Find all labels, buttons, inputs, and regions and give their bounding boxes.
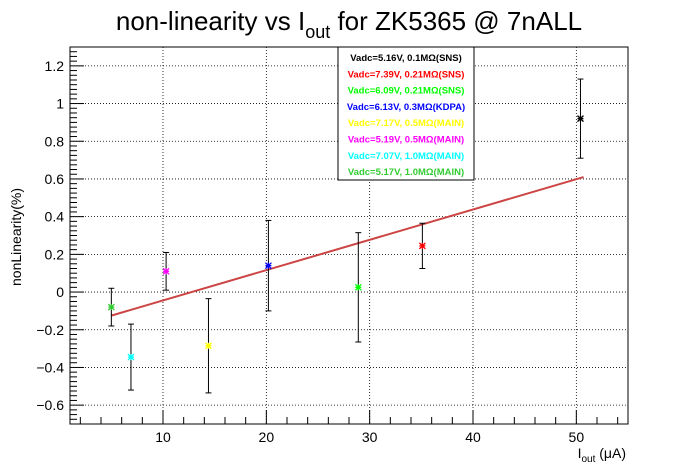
x-tick-label: 50: [569, 429, 585, 445]
legend-entry: Vadc=7.39V, 0.21MΩ(SNS): [348, 69, 465, 80]
x-tick-label: 20: [259, 429, 275, 445]
data-point: [354, 283, 362, 291]
data-point: [107, 303, 115, 311]
legend-entry: Vadc=5.17V, 1.0MΩ(MAIN): [348, 167, 464, 178]
data-point: [205, 342, 212, 350]
x-axis-title: Iout (μA): [578, 445, 626, 465]
tick-labels: 10 20 30 40 50 −0.6 −0.4 −0.2 0 0.2 0.4 0.6 0.8 1 1.2: [36, 58, 584, 445]
legend-entry: Vadc=7.07V, 1.0MΩ(MAIN): [348, 151, 464, 162]
linear-fit-line: [111, 176, 584, 317]
x-tick-label: 40: [465, 429, 481, 445]
fit-layer: [111, 176, 584, 317]
data-point: [577, 115, 584, 123]
legend-box: [337, 46, 475, 181]
data-points: [107, 78, 584, 394]
x-tick-label: 10: [155, 429, 171, 445]
y-tick-label: −0.4: [36, 359, 64, 375]
legend-entry: Vadc=6.13V, 0.3MΩ(KDPA): [347, 102, 465, 113]
legend-entry: Vadc=6.09V, 0.21MΩ(SNS): [348, 86, 465, 97]
y-tick-label: 0.2: [45, 246, 65, 262]
data-point: [127, 353, 135, 361]
y-tick-label: 1: [56, 96, 64, 112]
y-axis-title: nonLinearity(%): [8, 188, 24, 286]
chart-title: non-linearity vs Iout for ZK5365 @ 7nALL: [116, 6, 582, 42]
legend: Vadc=5.16V, 0.1MΩ(SNS) Vadc=7.39V, 0.21MΩ…: [337, 46, 475, 181]
y-tick-label: 1.2: [45, 58, 65, 74]
data-point: [162, 267, 170, 275]
legend-entry: Vadc=5.16V, 0.1MΩ(SNS): [350, 53, 462, 64]
axis-ticks: [70, 46, 619, 425]
legend-entry: Vadc=7.17V, 0.5MΩ(MAIN): [348, 118, 464, 129]
legend-entry: Vadc=5.19V, 0.5MΩ(MAIN): [348, 135, 464, 146]
data-point: [418, 242, 426, 250]
y-tick-label: −0.6: [36, 397, 64, 413]
data-point: [264, 262, 272, 270]
y-tick-label: 0.8: [45, 133, 65, 149]
chart-title-subscript: out: [305, 22, 330, 42]
x-tick-label: 30: [362, 429, 378, 445]
y-tick-label: 0.6: [45, 171, 65, 187]
y-tick-label: 0: [56, 284, 64, 300]
y-tick-label: −0.2: [36, 322, 64, 338]
y-tick-label: 0.4: [45, 209, 65, 225]
x-axis-title-subscript: out: [581, 454, 595, 465]
